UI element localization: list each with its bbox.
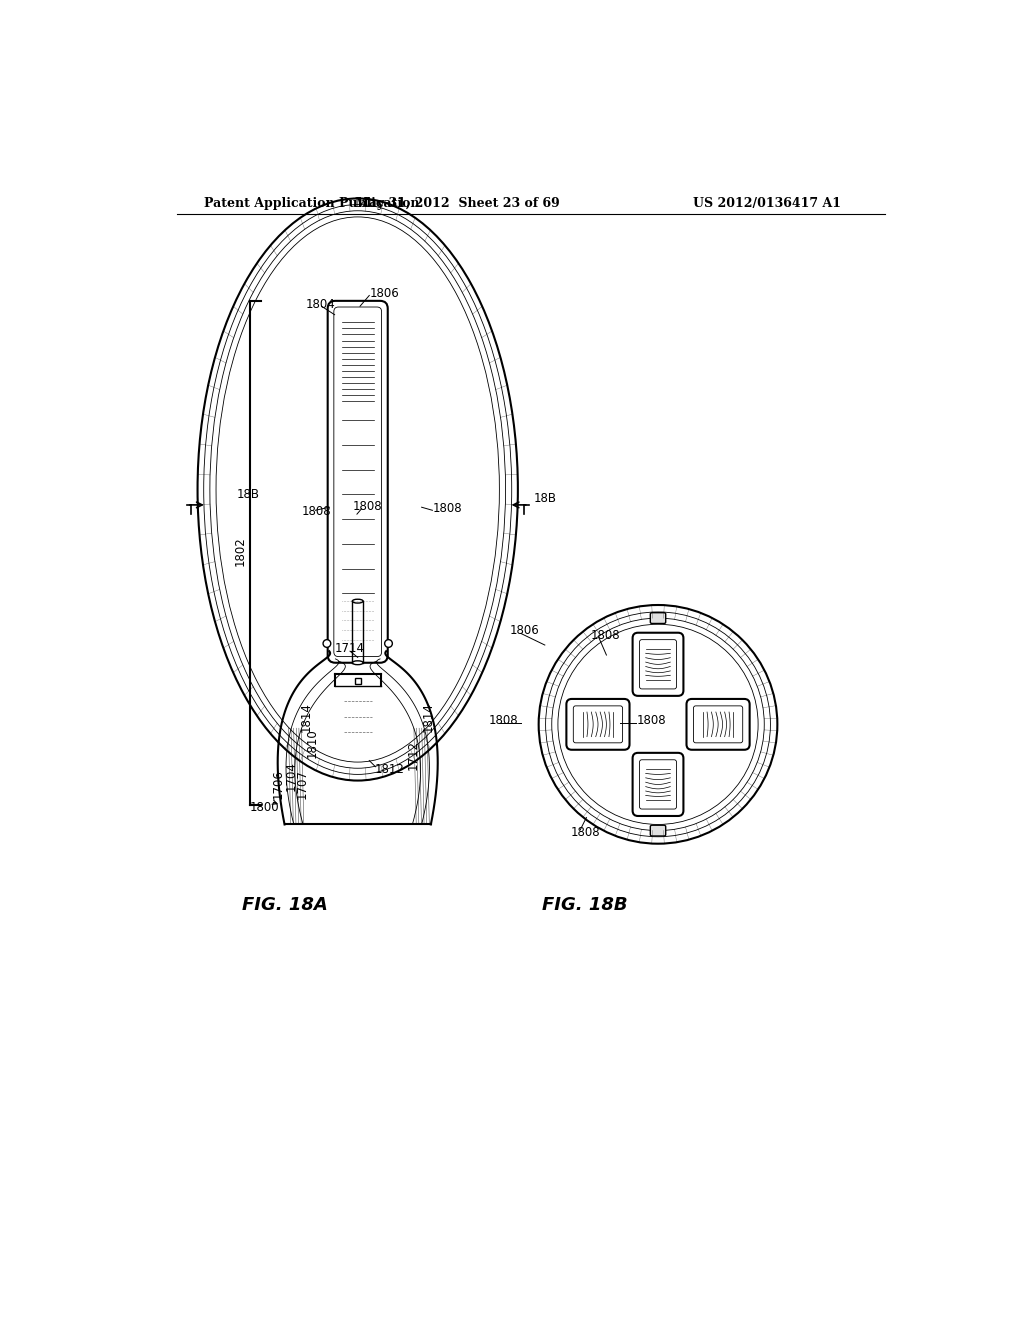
Text: 1800: 1800 [250,801,280,814]
Ellipse shape [352,661,364,665]
Circle shape [385,640,392,647]
Text: 18B: 18B [534,492,556,506]
FancyBboxPatch shape [650,612,666,623]
Ellipse shape [352,599,364,603]
Text: 18B: 18B [237,488,260,502]
Text: 1808: 1808 [352,500,382,513]
Bar [354,678,360,684]
Text: 1704: 1704 [285,762,298,791]
Text: US 2012/0136417 A1: US 2012/0136417 A1 [692,197,841,210]
FancyBboxPatch shape [686,700,750,750]
Text: 1810: 1810 [306,729,319,759]
Text: 1806: 1806 [509,624,540,638]
Text: 1712: 1712 [407,741,419,770]
Text: 1707: 1707 [295,768,308,799]
FancyBboxPatch shape [633,632,683,696]
Text: 1706: 1706 [271,768,285,799]
Text: FIG. 18B: FIG. 18B [542,896,628,915]
Text: 1814: 1814 [300,702,313,731]
Circle shape [323,640,331,647]
Text: 1808: 1808 [488,714,518,727]
Text: Patent Application Publication: Patent Application Publication [204,197,419,210]
FancyBboxPatch shape [650,825,666,836]
Text: 1804: 1804 [306,298,336,312]
Text: 1802: 1802 [234,536,247,566]
Text: 1808: 1808 [432,502,462,515]
Text: 1808: 1808 [637,714,666,727]
Text: 1714: 1714 [335,643,365,656]
Text: 1808: 1808 [571,825,601,838]
Text: 1812: 1812 [375,763,404,776]
Text: 1808: 1808 [301,504,331,517]
FancyBboxPatch shape [566,700,630,750]
FancyBboxPatch shape [633,752,683,816]
Text: 1814: 1814 [422,702,434,731]
Text: May 31, 2012  Sheet 23 of 69: May 31, 2012 Sheet 23 of 69 [355,197,560,210]
Text: 1808: 1808 [591,628,621,642]
FancyBboxPatch shape [328,301,388,663]
Text: FIG. 18A: FIG. 18A [242,896,328,915]
Text: 1806: 1806 [370,286,399,300]
